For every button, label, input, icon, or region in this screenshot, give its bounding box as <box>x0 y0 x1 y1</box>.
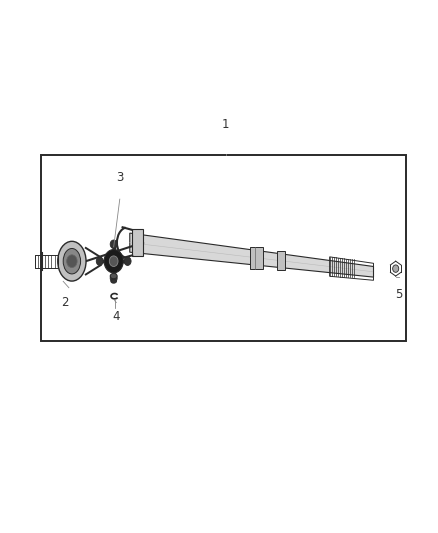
Circle shape <box>124 257 131 265</box>
Bar <box>35 255 58 268</box>
Circle shape <box>104 249 123 273</box>
Circle shape <box>110 240 117 248</box>
Circle shape <box>67 255 77 268</box>
Circle shape <box>110 256 118 266</box>
Circle shape <box>392 265 399 272</box>
Text: 3: 3 <box>116 171 124 184</box>
Polygon shape <box>130 233 374 277</box>
Bar <box>41 155 406 341</box>
Text: 1: 1 <box>222 118 229 131</box>
Bar <box>276 251 285 270</box>
Bar <box>132 229 143 256</box>
Ellipse shape <box>110 273 117 279</box>
Text: 5: 5 <box>395 288 403 301</box>
Circle shape <box>96 257 103 265</box>
Ellipse shape <box>63 248 81 274</box>
Ellipse shape <box>58 241 86 281</box>
Ellipse shape <box>111 279 117 283</box>
Text: 4: 4 <box>113 310 120 323</box>
Bar <box>251 247 263 269</box>
Circle shape <box>110 274 117 282</box>
Text: 2: 2 <box>61 296 68 309</box>
